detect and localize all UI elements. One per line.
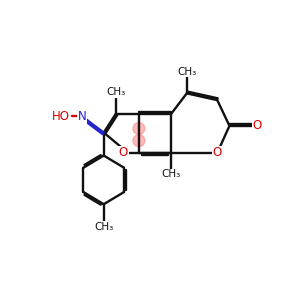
Text: N: N bbox=[78, 110, 86, 123]
Text: O: O bbox=[213, 146, 222, 159]
Circle shape bbox=[133, 123, 145, 134]
Text: CH₃: CH₃ bbox=[94, 222, 113, 232]
Text: O: O bbox=[252, 119, 262, 132]
Text: CH₃: CH₃ bbox=[162, 169, 181, 179]
Circle shape bbox=[133, 135, 145, 147]
Text: HO: HO bbox=[52, 110, 70, 123]
Text: CH₃: CH₃ bbox=[106, 87, 125, 97]
Text: O: O bbox=[119, 146, 128, 159]
Text: CH₃: CH₃ bbox=[177, 67, 197, 77]
